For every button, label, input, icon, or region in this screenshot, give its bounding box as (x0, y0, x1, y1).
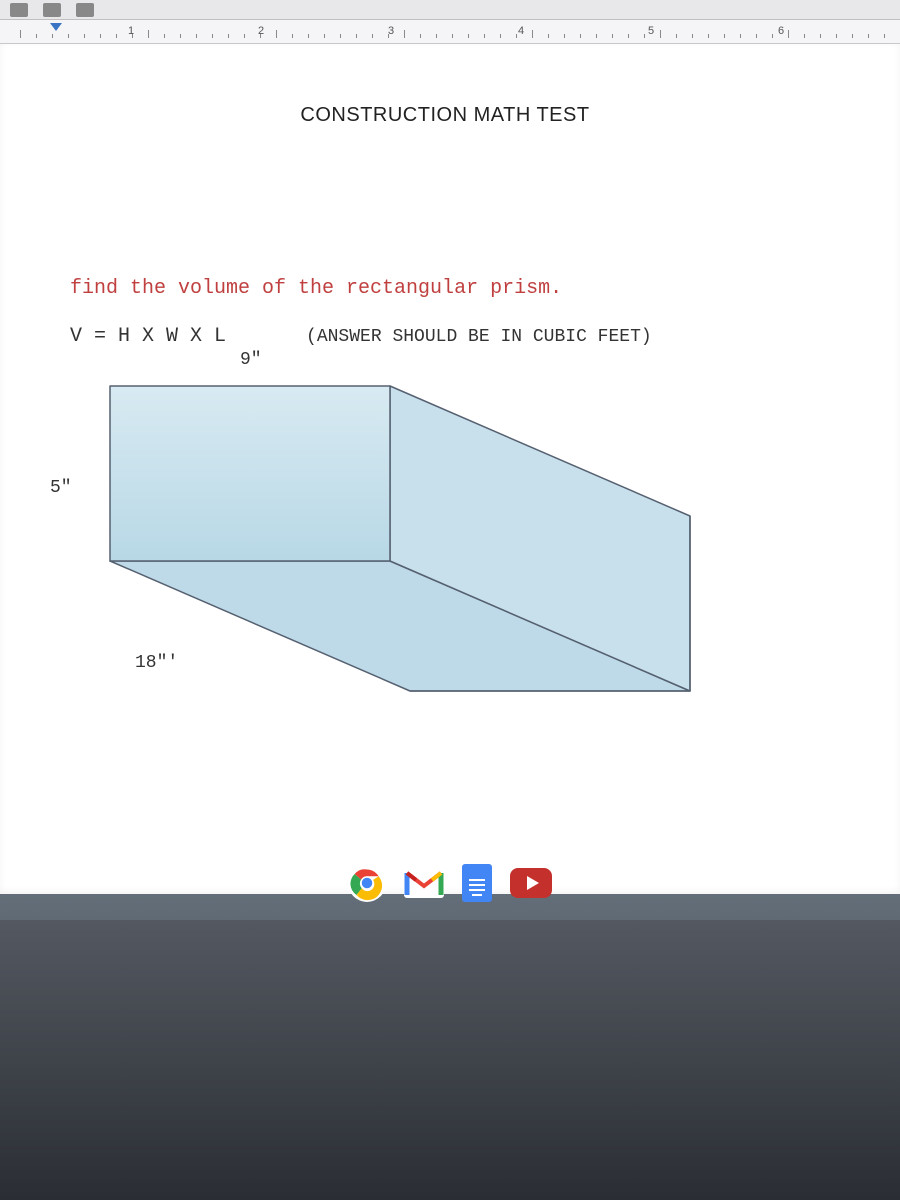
dimension-height-label: 5" (50, 478, 72, 498)
taskbar (348, 856, 552, 910)
volume-formula: V = H X W X L (70, 325, 226, 348)
desk-surface (0, 920, 900, 1200)
toolbar-fragment (0, 0, 900, 20)
formula-row: V = H X W X L (ANSWER SHOULD BE IN CUBIC… (70, 325, 860, 348)
answer-instruction: (ANSWER SHOULD BE IN CUBIC FEET) (306, 327, 652, 347)
ruler-number: 6 (778, 25, 784, 37)
gmail-icon[interactable] (404, 868, 444, 898)
prism-diagram: 9" 5" 18"' ✥ (60, 358, 760, 738)
page-title: CONSTRUCTION MATH TEST (30, 104, 860, 127)
toolbar-button[interactable] (10, 3, 28, 17)
toolbar-button[interactable] (76, 3, 94, 17)
problem-statement: find the volume of the rectangular prism… (70, 277, 860, 300)
ruler-number: 4 (518, 25, 524, 37)
toolbar-button[interactable] (43, 3, 61, 17)
docs-icon[interactable] (462, 864, 492, 902)
ruler-tab-stop-icon[interactable] (50, 23, 62, 31)
prism-svg (100, 368, 740, 728)
youtube-icon[interactable] (510, 868, 552, 898)
document-page[interactable]: CONSTRUCTION MATH TEST find the volume o… (0, 44, 900, 894)
dimension-width-label: 9" (240, 350, 262, 370)
ruler-number: 2 (258, 25, 264, 37)
ruler-number: 5 (648, 25, 654, 37)
horizontal-ruler: 1 2 3 4 5 6 (0, 20, 900, 44)
chrome-icon[interactable] (348, 864, 386, 902)
